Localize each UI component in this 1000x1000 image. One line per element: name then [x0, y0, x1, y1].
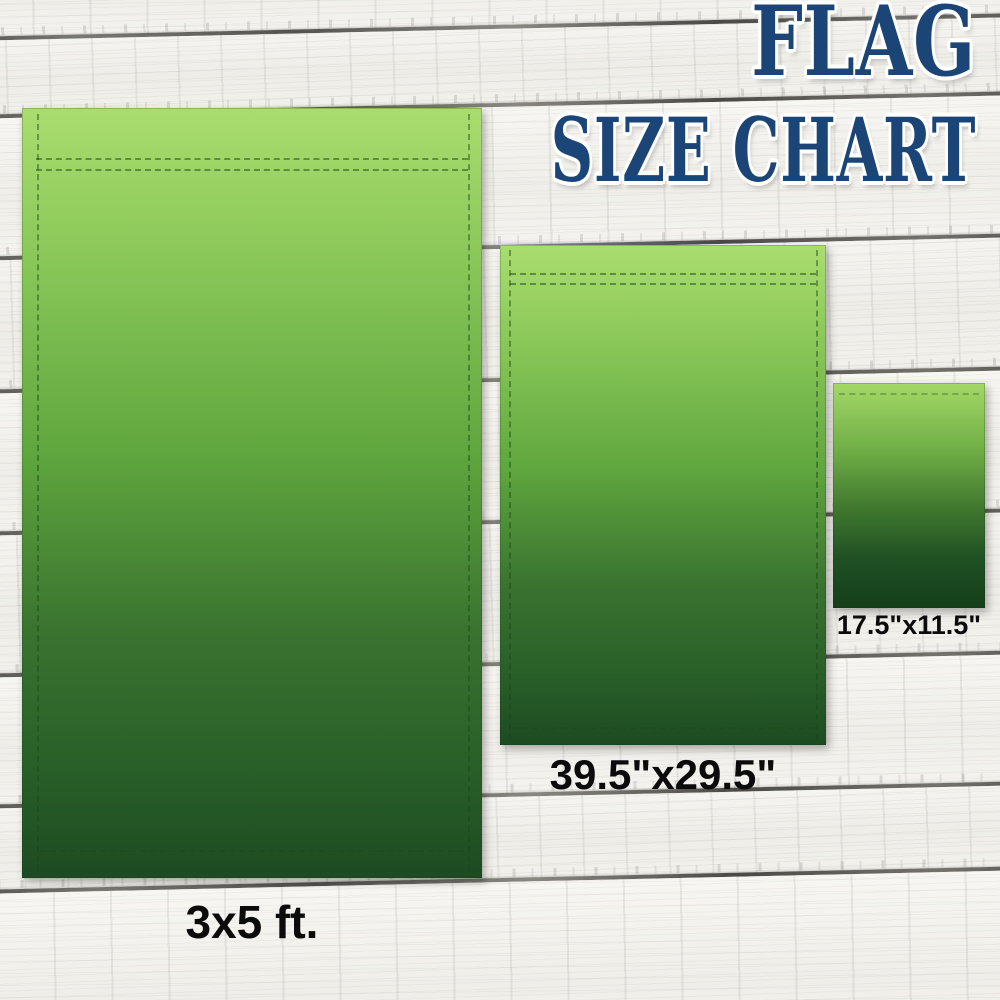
title-line-2: SIZE CHART [341, 106, 976, 194]
page-title: FLAG SIZE CHART [341, 0, 976, 194]
title-line-1-text: FLAG [750, 0, 976, 98]
stitch-line-horizontal [36, 158, 468, 160]
stitch-line-horizontal [839, 393, 979, 395]
flag-large-size-label: 3x5 ft. [185, 896, 319, 948]
stitch-line-vertical [37, 114, 39, 872]
stitch-line-horizontal [510, 283, 816, 285]
flag-small-size-label: 17.5"x11.5" [836, 610, 982, 640]
stitch-line-horizontal [512, 727, 814, 729]
stitch-line-horizontal [839, 596, 979, 598]
stitch-line-vertical [468, 114, 470, 872]
flag-small [833, 383, 985, 608]
flag-large [22, 108, 482, 878]
stitch-line-horizontal [510, 273, 816, 275]
title-line-2-text: SIZE CHART [550, 98, 976, 202]
flag-medium-size-label: 39.5"x29.5" [549, 751, 777, 798]
stitch-line-vertical [509, 250, 511, 740]
stitch-line-vertical [816, 250, 818, 740]
stitch-line-horizontal [40, 850, 464, 852]
stitch-line-horizontal [36, 169, 468, 171]
title-line-1: FLAG [341, 0, 976, 90]
flag-medium [500, 245, 826, 745]
